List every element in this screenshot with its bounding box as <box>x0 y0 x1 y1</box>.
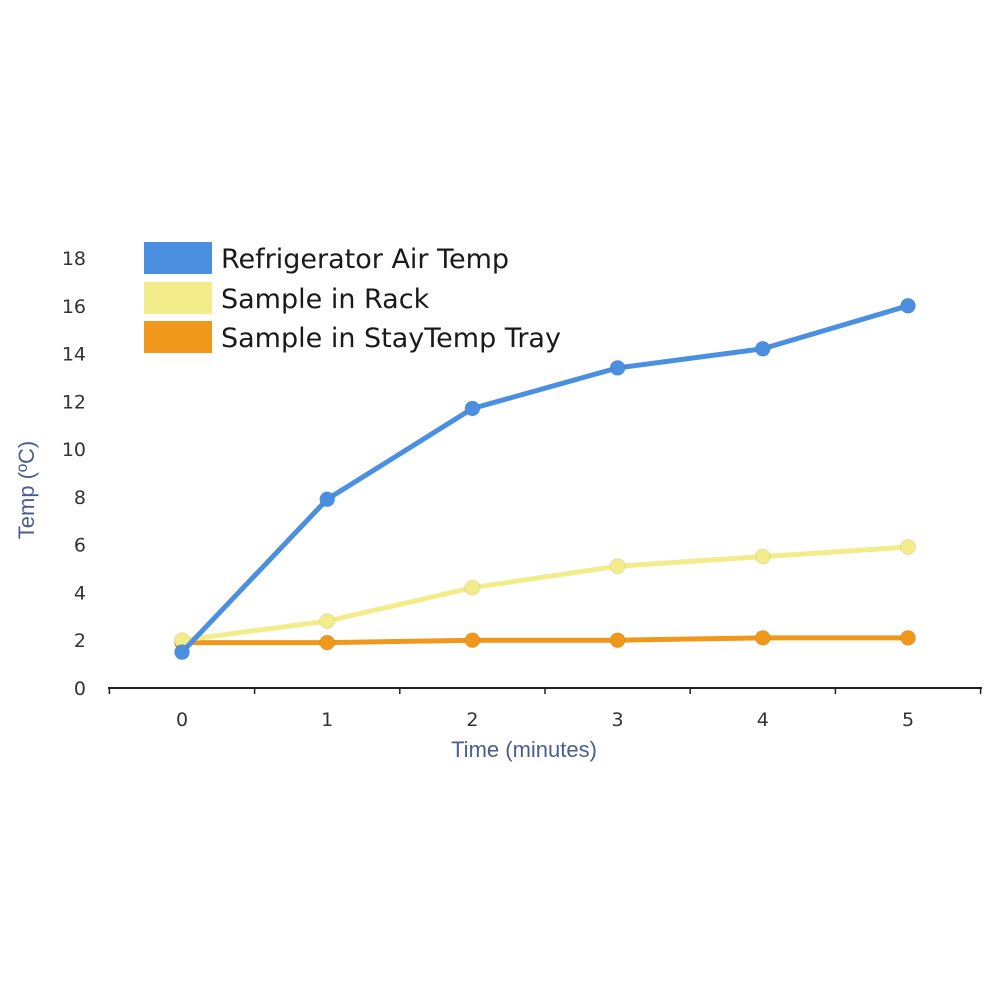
x-tick-label: 4 <box>757 709 769 731</box>
data-point <box>464 632 481 649</box>
y-tick-label: 18 <box>62 248 86 270</box>
data-point <box>900 539 916 556</box>
series-2 <box>174 629 916 651</box>
series-1 <box>174 539 916 649</box>
series-0 <box>174 297 916 661</box>
y-tick-label: 16 <box>62 296 86 318</box>
y-axis-title: Temp (ºC) <box>14 441 39 539</box>
x-tick-label: 1 <box>321 709 333 731</box>
y-tick-label: 14 <box>62 344 86 366</box>
legend: Refrigerator Air Temp Sample in Rack Sampl… <box>144 242 561 354</box>
y-tick-label: 12 <box>62 391 86 413</box>
y-tick-label: 2 <box>74 630 86 652</box>
series-line <box>179 635 911 646</box>
data-point <box>609 632 626 649</box>
legend-label: Sample in Rack <box>221 284 430 315</box>
data-point <box>900 297 916 314</box>
data-point <box>319 491 336 508</box>
legend-swatch <box>144 242 212 274</box>
x-tick-label: 0 <box>176 709 188 731</box>
data-point <box>900 629 916 646</box>
x-axis-title: Time (minutes) <box>451 737 597 762</box>
series-layer <box>174 297 916 661</box>
y-tick-label: 0 <box>74 678 86 700</box>
y-tick-label: 4 <box>74 582 86 604</box>
y-tick-label: 8 <box>74 487 86 509</box>
legend-swatch <box>144 321 212 353</box>
data-point <box>754 548 771 565</box>
data-point <box>174 644 190 661</box>
data-point <box>464 579 481 596</box>
legend-swatch <box>144 282 212 314</box>
data-point <box>754 629 771 646</box>
series-line <box>179 544 911 643</box>
data-point <box>464 400 481 417</box>
data-point <box>319 634 336 651</box>
x-tick-label: 2 <box>466 709 478 731</box>
series-line <box>179 303 911 655</box>
y-axis-ticks: 0 2 4 6 8 10 12 14 16 18 <box>62 248 86 700</box>
data-point <box>754 340 771 357</box>
x-tick-label: 3 <box>612 709 624 731</box>
legend-label: Sample in StayTemp Tray <box>221 323 561 354</box>
data-point <box>609 558 626 575</box>
data-point <box>609 359 626 376</box>
x-tick-label: 5 <box>902 709 914 731</box>
x-axis-ticks: 0 1 2 3 4 5 <box>108 688 982 731</box>
data-point <box>319 613 336 630</box>
y-tick-label: 6 <box>74 535 86 557</box>
legend-label: Refrigerator Air Temp <box>221 244 509 275</box>
y-tick-label: 10 <box>62 439 86 461</box>
